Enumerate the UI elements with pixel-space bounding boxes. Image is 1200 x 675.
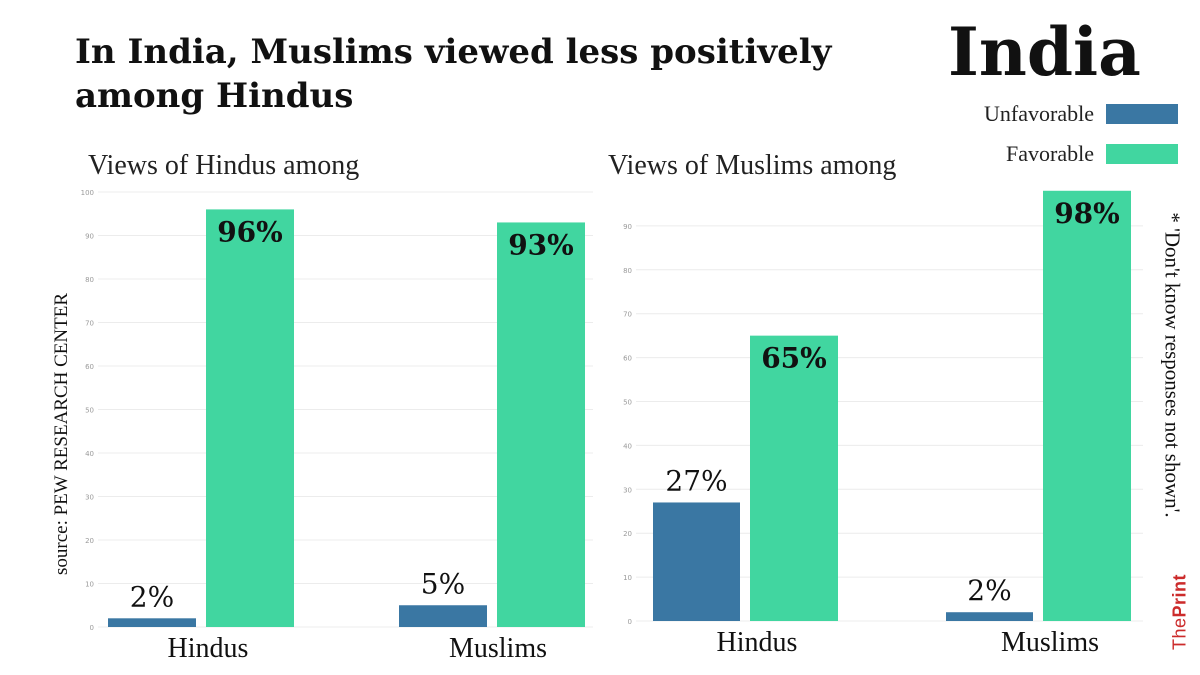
chart-title: Views of Muslims among xyxy=(608,150,896,181)
y-tick-label: 10 xyxy=(623,574,632,582)
legend-item-unfavorable: Unfavorable xyxy=(984,100,1178,128)
y-tick-label: 70 xyxy=(85,320,94,328)
y-tick-label: 30 xyxy=(85,494,94,502)
brand-the: The xyxy=(1169,617,1190,651)
bar-unfavorable-muslims xyxy=(946,612,1033,621)
bar-favorable-muslims xyxy=(497,222,585,627)
y-tick-label: 90 xyxy=(623,223,632,231)
category-label: Hindus xyxy=(717,627,798,658)
y-tick-label: 60 xyxy=(85,363,94,371)
y-tick-label: 20 xyxy=(85,537,94,545)
y-tick-label: 90 xyxy=(85,233,94,241)
chart-title: Views of Hindus among xyxy=(88,150,359,181)
y-tick-label: 0 xyxy=(90,624,94,632)
y-tick-label: 80 xyxy=(623,267,632,275)
headline: In India, Muslims viewed less positively… xyxy=(75,32,832,116)
legend-label-favorable: Favorable xyxy=(1006,141,1094,166)
legend-item-favorable: Favorable xyxy=(984,140,1178,168)
brand-print: Print xyxy=(1169,573,1190,618)
bar-favorable-hindus xyxy=(206,209,294,627)
legend-label-unfavorable: Unfavorable xyxy=(984,101,1094,126)
y-tick-label: 50 xyxy=(85,407,94,415)
chart-views-of-hindus: Views of Hindus among 0 10 20 30 40 50 60 70 80 90… xyxy=(81,150,593,664)
bar-favorable-muslims xyxy=(1043,190,1131,621)
y-tick-label: 40 xyxy=(85,450,94,458)
category-label: Muslims xyxy=(1001,627,1099,658)
footnote: * 'Don't know responses not shown'. xyxy=(1160,212,1185,518)
y-tick-label: 60 xyxy=(623,355,632,363)
y-tick-label: 30 xyxy=(623,486,632,494)
chart-views-of-muslims: Views of Muslims among 0 10 20 30 40 50 60 70 80 9… xyxy=(608,150,1143,658)
category-label: Hindus xyxy=(168,633,249,664)
category-label: Muslims xyxy=(449,633,547,664)
data-label: 2% xyxy=(130,580,174,613)
legend-swatch-unfavorable xyxy=(1106,104,1178,124)
legend-swatch-favorable xyxy=(1106,144,1178,164)
bar-unfavorable-muslims xyxy=(399,605,487,627)
y-tick-label: 100 xyxy=(81,189,94,197)
bar-unfavorable-hindus xyxy=(653,502,740,621)
y-tick-label: 20 xyxy=(623,530,632,538)
data-label: 5% xyxy=(421,567,465,600)
bar-unfavorable-hindus xyxy=(108,618,196,627)
y-tick-label: 80 xyxy=(85,276,94,284)
bar-favorable-hindus xyxy=(750,335,838,621)
y-tick-label: 40 xyxy=(623,442,632,450)
data-label: 93% xyxy=(508,228,574,261)
data-label: 2% xyxy=(967,574,1011,607)
y-tick-label: 10 xyxy=(85,581,94,589)
y-tick-label: 50 xyxy=(623,399,632,407)
country-title: India xyxy=(948,13,1141,91)
brand-logo: ThePrint xyxy=(1170,574,1191,650)
data-label: 98% xyxy=(1054,197,1120,230)
data-label: 27% xyxy=(665,464,727,497)
y-tick-label: 70 xyxy=(623,311,632,319)
data-label: 96% xyxy=(217,215,283,248)
legend: Unfavorable Favorable xyxy=(984,100,1178,180)
data-label: 65% xyxy=(761,342,827,375)
y-tick-label: 0 xyxy=(628,618,632,626)
source-note: source: PEW RESEARCH CENTER xyxy=(51,292,72,576)
